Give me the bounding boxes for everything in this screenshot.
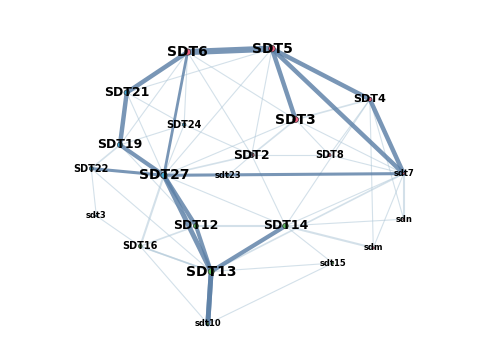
Polygon shape	[161, 172, 164, 178]
Text: SDT24: SDT24	[166, 120, 202, 130]
Circle shape	[332, 262, 334, 264]
Text: sdt3: sdt3	[86, 211, 106, 220]
Circle shape	[182, 123, 186, 126]
Polygon shape	[252, 153, 254, 158]
Text: SDT12: SDT12	[174, 219, 218, 233]
Text: SDT3: SDT3	[275, 113, 316, 127]
Polygon shape	[164, 172, 167, 178]
Text: SDT27: SDT27	[138, 168, 189, 182]
Text: sdt23: sdt23	[214, 171, 242, 180]
Text: SDT14: SDT14	[263, 219, 308, 233]
Circle shape	[184, 49, 190, 55]
Circle shape	[402, 173, 404, 175]
Text: SDT2: SDT2	[234, 149, 270, 161]
Circle shape	[292, 117, 298, 122]
Text: sdt7: sdt7	[394, 169, 414, 178]
Circle shape	[138, 244, 142, 248]
Circle shape	[268, 45, 275, 52]
Circle shape	[372, 247, 374, 249]
Circle shape	[124, 90, 130, 95]
Circle shape	[118, 142, 122, 148]
Circle shape	[282, 223, 288, 229]
Text: SDT4: SDT4	[354, 94, 386, 104]
Circle shape	[227, 174, 229, 176]
Text: SDT8: SDT8	[315, 150, 344, 160]
Circle shape	[206, 323, 209, 325]
Text: sdn: sdn	[395, 215, 412, 224]
Text: SDT16: SDT16	[122, 241, 158, 251]
Circle shape	[328, 153, 331, 157]
Text: SDT19: SDT19	[98, 138, 142, 152]
Circle shape	[368, 97, 372, 101]
Circle shape	[90, 167, 93, 171]
Text: sdt15: sdt15	[320, 259, 346, 268]
Circle shape	[96, 215, 98, 217]
Text: SDT13: SDT13	[186, 264, 236, 279]
Text: SDT5: SDT5	[252, 42, 292, 56]
Text: SDT6: SDT6	[167, 45, 208, 59]
Circle shape	[402, 218, 404, 220]
Text: sdm: sdm	[364, 244, 383, 252]
Text: SDT22: SDT22	[74, 164, 109, 173]
Circle shape	[208, 269, 214, 275]
Text: sdt10: sdt10	[194, 319, 221, 329]
Text: SDT21: SDT21	[104, 86, 150, 99]
Circle shape	[194, 223, 198, 228]
Polygon shape	[250, 153, 252, 158]
